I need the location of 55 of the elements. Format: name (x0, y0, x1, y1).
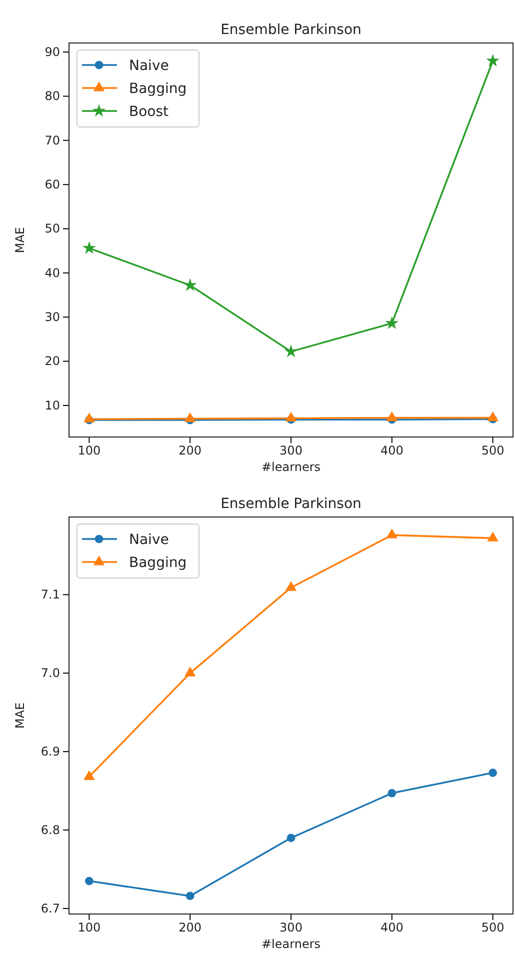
x-axis-title: #learners (261, 460, 321, 474)
y-tick-label: 80 (44, 89, 60, 104)
point (386, 411, 398, 422)
point (183, 278, 197, 291)
legend-label: Bagging (129, 555, 187, 571)
y-tick-label: 30 (44, 310, 60, 324)
x-tick-label: 100 (78, 444, 101, 458)
point (487, 532, 498, 542)
y-tick-label: 6.8 (40, 822, 60, 837)
y-axis-title: MAE (13, 702, 27, 729)
point (186, 892, 194, 900)
legend-label: Naive (129, 532, 169, 548)
y-tick-label: 50 (44, 222, 60, 236)
legend-label: Naive (129, 58, 169, 74)
point (486, 54, 500, 67)
point (84, 412, 95, 422)
x-tick-label: 400 (380, 920, 404, 935)
y-tick-label: 90 (44, 44, 60, 59)
point (487, 411, 498, 422)
x-tick-label: 500 (481, 444, 504, 458)
legend-label: Bagging (129, 81, 187, 97)
point (82, 241, 96, 254)
y-tick-label: 10 (44, 398, 60, 412)
point (84, 770, 95, 780)
x-tick-label: 200 (178, 920, 202, 935)
y-tick-label: 6.7 (40, 901, 60, 916)
point (285, 581, 297, 591)
point (388, 789, 396, 798)
point (284, 344, 298, 358)
point (488, 768, 497, 777)
chart-title: Ensemble Parkinson (220, 22, 362, 38)
y-tick-label: 40 (44, 266, 60, 280)
x-tick-label: 500 (481, 920, 504, 935)
y-tick-label: 7.0 (40, 666, 60, 680)
chart-title: Ensemble Parkinson (220, 496, 362, 512)
y-axis-title: MAE (13, 226, 27, 254)
point (184, 666, 196, 676)
point (286, 834, 296, 842)
y-tick-label: 7.1 (40, 588, 60, 602)
x-tick-label: 200 (178, 444, 202, 458)
x-tick-label: 400 (380, 444, 404, 458)
point (184, 412, 196, 422)
x-tick-label: 300 (280, 444, 302, 458)
point (85, 876, 94, 886)
y-tick-label: 6.9 (40, 744, 60, 758)
x-tick-label: 100 (78, 920, 101, 935)
x-axis-title: #learners (261, 937, 321, 951)
point (285, 412, 297, 422)
y-tick-label: 70 (44, 133, 60, 148)
point (386, 528, 398, 538)
point (385, 316, 399, 329)
x-tick-label: 300 (280, 920, 302, 935)
legend-label: Boost (129, 104, 170, 120)
y-tick-label: 20 (44, 354, 60, 368)
y-tick-label: 60 (44, 177, 60, 192)
